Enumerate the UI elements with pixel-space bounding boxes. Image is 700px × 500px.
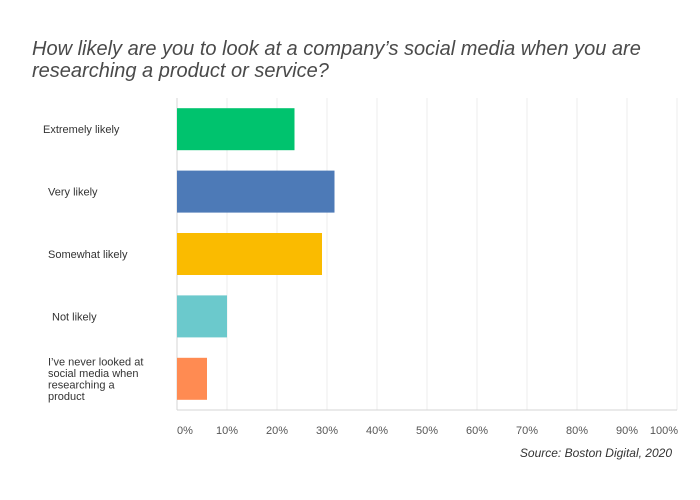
source-note: Source: Boston Digital, 2020 <box>519 446 672 460</box>
x-tick-label: 90% <box>616 425 638 437</box>
x-tick-label: 0% <box>177 425 193 437</box>
category-label: Somewhat likely <box>48 249 128 261</box>
category-label: Not likely <box>52 311 97 323</box>
x-tick-label: 40% <box>366 425 388 437</box>
x-tick-label: 70% <box>516 425 538 437</box>
x-tick-label: 100% <box>650 425 678 437</box>
category-label: Very likely <box>48 187 98 199</box>
bar <box>177 357 207 400</box>
x-tick-label: 60% <box>466 425 488 437</box>
x-tick-label: 10% <box>216 425 238 437</box>
x-tick-label: 30% <box>316 425 338 437</box>
chart-title: How likely are you to look at a company’… <box>32 38 641 82</box>
x-tick-label: 80% <box>566 425 588 437</box>
bars <box>177 108 335 400</box>
x-tick-label: 50% <box>416 425 438 437</box>
category-label: Extremely likely <box>43 124 120 136</box>
category-labels: Extremely likely Very likely Somewhat like… <box>43 124 143 403</box>
bar <box>177 108 295 151</box>
bar <box>177 295 227 338</box>
category-label: I’ve never looked at social media when res… <box>48 357 143 404</box>
x-axis-ticks: 0% 10% 20% 30% 40% 50% 60% 70% 80% 90% 100% <box>177 425 678 437</box>
x-tick-label: 20% <box>266 425 288 437</box>
bar <box>177 170 335 213</box>
bar <box>177 233 322 275</box>
